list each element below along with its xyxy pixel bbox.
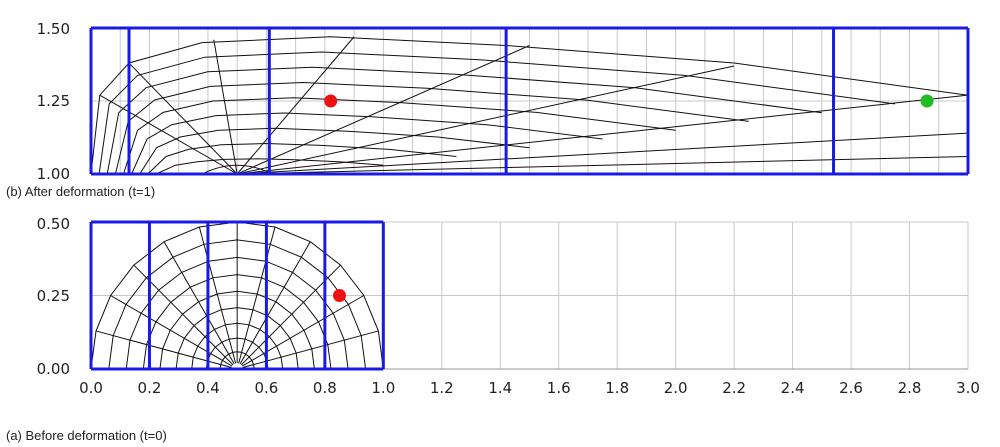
after-partitions (89, 26, 970, 176)
after-green-point (920, 94, 934, 108)
mesh-inner-ring (155, 158, 384, 175)
mesh-spoke (238, 226, 276, 364)
after-mesh (90, 36, 969, 175)
after-ytick-1: 1.00 (37, 165, 70, 183)
mesh-spoke (95, 330, 232, 368)
after-caption: (b) After deformation (t=1) (6, 184, 155, 199)
mesh-inner-ring (131, 112, 603, 175)
mesh-fan-line (237, 132, 969, 175)
mesh-inner-ring (139, 127, 530, 175)
mesh-fan-line (236, 36, 355, 175)
before-points (332, 289, 346, 302)
before-caption: (a) Before deformation (t=0) (6, 428, 167, 443)
after-ytick-3: 1.50 (37, 20, 70, 38)
before-red-point (332, 289, 346, 302)
before-xtick: 2.4 (781, 379, 805, 397)
mesh-inner-hole (201, 164, 273, 175)
mesh-fan-line (237, 65, 735, 175)
mesh-inner-ring (123, 97, 676, 175)
mesh-spoke (242, 330, 379, 368)
before-xtick: 1.2 (430, 379, 454, 397)
before-x-ticks: 0.0 0.2 0.4 0.6 0.8 1.0 1.2 1.4 1.6 1.8 2.0 2.2 2.4 2… (79, 379, 980, 397)
before-ytick-3: 0.50 (37, 215, 70, 233)
before-xtick: 0.6 (254, 379, 278, 397)
mesh-spoke (198, 226, 237, 364)
before-mesh (90, 221, 384, 370)
before-xtick: 0.8 (313, 379, 337, 397)
before-xtick: 0.0 (79, 379, 103, 397)
mesh-inner-ring (147, 142, 457, 175)
before-xtick: 2.0 (664, 379, 688, 397)
before-xtick: 0.4 (196, 379, 220, 397)
mesh-fan-line (213, 39, 238, 175)
mesh-spoke (241, 295, 365, 367)
mesh-spoke (239, 241, 311, 365)
before-xtick: 2.2 (722, 379, 746, 397)
before-grid (90, 221, 969, 370)
before-xtick: 2.8 (898, 379, 922, 397)
before-xtick: 1.8 (605, 379, 629, 397)
before-xtick: 1.6 (547, 379, 571, 397)
after-red-point (324, 94, 338, 108)
before-xtick: 2.6 (839, 379, 863, 397)
mesh-spoke (110, 295, 233, 367)
before-xtick: 1.0 (371, 379, 395, 397)
after-points (324, 94, 934, 108)
mesh-fan-line (236, 45, 530, 175)
before-partitions (89, 220, 385, 371)
mesh-fan-line (99, 94, 238, 175)
mesh-fan-line (237, 94, 969, 175)
mesh-inner-ring (106, 66, 822, 175)
before-ytick-1: 0.00 (37, 360, 70, 378)
mesh-fan-line (237, 155, 969, 175)
mesh-spoke (163, 241, 235, 365)
mesh-inner-ring (98, 51, 895, 175)
before-xtick: 0.2 (138, 379, 162, 397)
after-panel: 1.00 1.25 1.50 (b) After deformation (t=… (6, 20, 970, 199)
after-ytick-2: 1.25 (37, 92, 70, 110)
before-xtick: 1.4 (488, 379, 512, 397)
mesh-inner-ring (114, 81, 749, 175)
mesh-fan-line (128, 62, 238, 175)
before-xtick: 3.0 (956, 379, 980, 397)
mesh-outer-boundary (90, 36, 969, 175)
before-panel: 0.00 0.25 0.50 0.0 0.2 0.4 0.6 0.8 1.0 1.2 1.4 1… (6, 215, 980, 443)
before-ytick-2: 0.25 (37, 287, 70, 305)
